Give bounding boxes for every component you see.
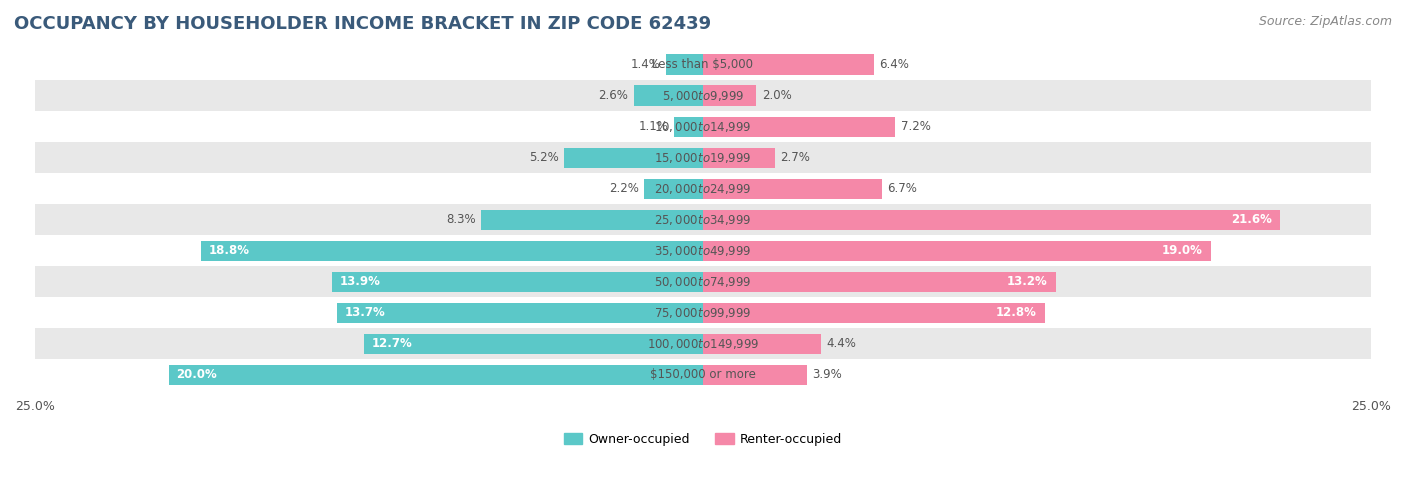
Bar [703,148,775,168]
Bar [703,303,1045,323]
Text: 7.2%: 7.2% [901,120,931,133]
Bar [35,266,1371,297]
Text: $5,000 to $9,999: $5,000 to $9,999 [662,88,744,103]
Text: $150,000 or more: $150,000 or more [650,368,756,382]
Text: $50,000 to $74,999: $50,000 to $74,999 [654,275,752,289]
Legend: Owner-occupied, Renter-occupied: Owner-occupied, Renter-occupied [564,433,842,446]
Bar [703,241,1211,261]
Bar [35,329,1371,360]
Text: 12.8%: 12.8% [997,306,1038,319]
Text: 2.6%: 2.6% [599,89,628,102]
Bar [35,142,1371,173]
Text: 13.9%: 13.9% [340,275,381,288]
Bar [35,49,1371,80]
Text: 2.7%: 2.7% [780,151,810,164]
Bar [481,209,703,230]
Text: 6.4%: 6.4% [879,58,910,71]
Text: OCCUPANCY BY HOUSEHOLDER INCOME BRACKET IN ZIP CODE 62439: OCCUPANCY BY HOUSEHOLDER INCOME BRACKET … [14,15,711,33]
Bar [644,179,703,199]
Text: $35,000 to $49,999: $35,000 to $49,999 [654,244,752,258]
Text: 13.7%: 13.7% [344,306,385,319]
Bar [703,117,896,137]
Text: 1.4%: 1.4% [630,58,661,71]
Text: 4.4%: 4.4% [825,337,856,350]
Bar [703,272,1056,292]
Text: 8.3%: 8.3% [446,213,475,226]
Bar [703,86,756,105]
Text: Less than $5,000: Less than $5,000 [652,58,754,71]
Text: $20,000 to $24,999: $20,000 to $24,999 [654,182,752,196]
Bar [201,241,703,261]
Text: $15,000 to $19,999: $15,000 to $19,999 [654,151,752,165]
Text: 2.2%: 2.2% [609,182,638,195]
Bar [673,117,703,137]
Bar [703,54,875,75]
Bar [703,209,1281,230]
Bar [703,179,882,199]
Bar [665,54,703,75]
Text: $25,000 to $34,999: $25,000 to $34,999 [654,213,752,227]
Bar [634,86,703,105]
Text: 20.0%: 20.0% [177,368,218,382]
Text: 5.2%: 5.2% [529,151,558,164]
Bar [35,111,1371,142]
Bar [35,360,1371,390]
Bar [364,334,703,354]
Bar [703,334,821,354]
Text: 6.7%: 6.7% [887,182,917,195]
Bar [169,365,703,385]
Text: 1.1%: 1.1% [638,120,668,133]
Text: $10,000 to $14,999: $10,000 to $14,999 [654,120,752,134]
Text: 2.0%: 2.0% [762,89,792,102]
Text: 19.0%: 19.0% [1161,244,1202,257]
Text: 21.6%: 21.6% [1232,213,1272,226]
Text: 12.7%: 12.7% [371,337,412,350]
Bar [703,365,807,385]
Text: $100,000 to $149,999: $100,000 to $149,999 [647,337,759,351]
Bar [35,80,1371,111]
Text: Source: ZipAtlas.com: Source: ZipAtlas.com [1258,15,1392,28]
Bar [35,204,1371,235]
Text: 3.9%: 3.9% [813,368,842,382]
Bar [337,303,703,323]
Bar [35,235,1371,266]
Bar [332,272,703,292]
Text: 13.2%: 13.2% [1007,275,1047,288]
Bar [35,297,1371,329]
Bar [564,148,703,168]
Text: $75,000 to $99,999: $75,000 to $99,999 [654,306,752,320]
Bar [35,173,1371,204]
Text: 18.8%: 18.8% [208,244,250,257]
